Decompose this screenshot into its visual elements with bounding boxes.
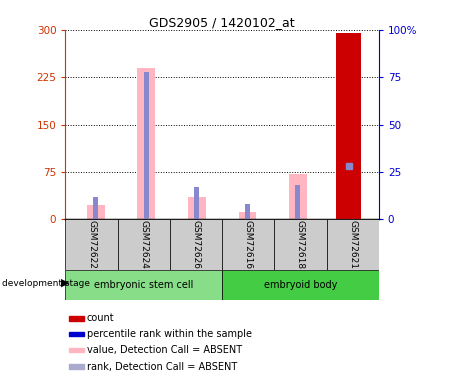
Bar (194, 187, 199, 219)
Text: GSM72621: GSM72621 (348, 220, 357, 269)
Bar (295, 185, 300, 219)
Bar (69, 348, 84, 352)
Bar (222, 270, 379, 300)
Text: development stage: development stage (2, 279, 90, 288)
Bar (65, 219, 118, 270)
Text: GSM72616: GSM72616 (244, 220, 253, 269)
Bar (274, 219, 327, 270)
Bar (188, 197, 206, 219)
Bar (340, 33, 357, 219)
Bar (118, 219, 170, 270)
Bar (69, 332, 84, 336)
Text: rank, Detection Call = ABSENT: rank, Detection Call = ABSENT (87, 362, 237, 372)
Bar (144, 72, 149, 219)
Text: embryonic stem cell: embryonic stem cell (94, 280, 193, 290)
Text: ▶: ▶ (61, 278, 69, 288)
Text: GSM72622: GSM72622 (87, 220, 96, 269)
Text: GSM72626: GSM72626 (192, 220, 201, 269)
Bar (346, 166, 351, 219)
Bar (336, 33, 361, 219)
Text: count: count (87, 313, 114, 323)
Text: GSM72618: GSM72618 (296, 220, 305, 269)
Bar (69, 316, 84, 321)
Bar (222, 219, 274, 270)
Bar (289, 174, 307, 219)
Bar (65, 270, 222, 300)
Text: GSM72624: GSM72624 (139, 220, 148, 269)
Text: percentile rank within the sample: percentile rank within the sample (87, 329, 252, 339)
Title: GDS2905 / 1420102_at: GDS2905 / 1420102_at (149, 16, 295, 29)
Bar (239, 212, 256, 219)
Text: embryoid body: embryoid body (264, 280, 337, 290)
Bar (87, 206, 105, 219)
Bar (69, 364, 84, 369)
Bar (245, 204, 250, 219)
Text: value, Detection Call = ABSENT: value, Detection Call = ABSENT (87, 345, 242, 355)
Bar (93, 196, 98, 219)
Bar (170, 219, 222, 270)
Bar (327, 219, 379, 270)
Bar (138, 68, 155, 219)
